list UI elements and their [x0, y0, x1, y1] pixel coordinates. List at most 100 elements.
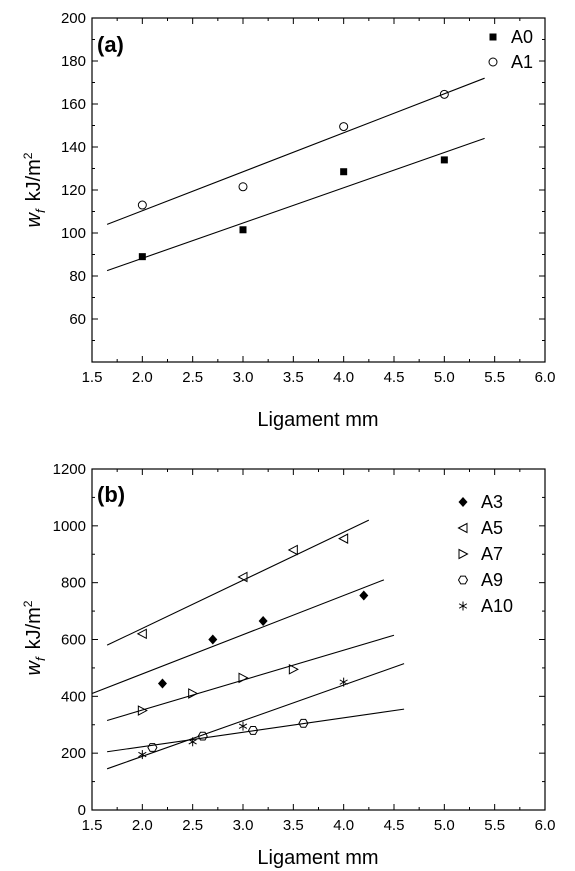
data-point-a0 [239, 226, 247, 234]
y-tick-label: 400 [61, 688, 86, 705]
data-point-a7 [137, 705, 148, 716]
data-point-a5 [338, 533, 349, 544]
legend-marker-a0 [489, 33, 497, 41]
data-points-a [137, 89, 449, 261]
plot-frame-a [91, 17, 546, 363]
y-axis-unit-b: kJ/m [23, 607, 45, 649]
data-point-a10 [238, 721, 248, 731]
y-tick-labels-a: 60 80 100 120 140 160 180 200 [61, 10, 86, 328]
legend-label-a3: A3 [481, 492, 503, 512]
x-tick-label: 2.5 [182, 817, 203, 834]
y-tick-label: 100 [61, 225, 86, 242]
data-point-a5 [237, 571, 248, 583]
data-point-a7 [288, 664, 299, 675]
fit-lines-a [106, 77, 485, 272]
legend-label-a5: A5 [481, 518, 503, 538]
fit-line-a9 [107, 708, 405, 753]
legend-item-a9: A9 [457, 570, 503, 590]
y-axis-unit-sup-b: 2 [21, 600, 35, 607]
y-axis-title-a: wf kJ/m2 [21, 152, 48, 227]
panel-label-a: (a) [97, 32, 124, 57]
fit-line-a7 [106, 634, 395, 722]
data-point-a1 [339, 122, 349, 132]
x-tick-label: 2.5 [182, 369, 203, 386]
x-tick-label: 1.5 [82, 817, 103, 834]
x-tick-label: 5.0 [434, 369, 455, 386]
x-tick-label: 4.0 [333, 369, 354, 386]
legend-item-a10: A10 [458, 596, 513, 616]
x-tick-label: 5.5 [484, 817, 505, 834]
legend-marker-a7 [458, 548, 469, 560]
legend-item-a7: A7 [458, 544, 503, 564]
legend-marker-a9 [457, 575, 469, 585]
legend-label-a10: A10 [481, 596, 513, 616]
y-tick-label: 120 [61, 182, 86, 199]
x-tick-label: 6.0 [535, 369, 556, 386]
y-axis-title-b: wf kJ/m2 [21, 600, 48, 675]
fit-line-a5 [106, 519, 370, 646]
x-tick-label: 4.0 [333, 817, 354, 834]
x-tick-label: 3.5 [283, 817, 304, 834]
x-tick-labels-a: 1.5 2.0 2.5 3.0 3.5 4.0 4.5 5.0 5.5 6.0 [82, 369, 556, 386]
data-points-b [136, 533, 369, 760]
data-point-a0 [138, 253, 146, 261]
y-tick-label: 160 [61, 96, 86, 113]
legend-marker-a10 [458, 601, 468, 611]
y-axis-subscript-a: f [33, 208, 48, 213]
legend-label-a0: A0 [511, 27, 533, 47]
x-tick-label: 5.0 [434, 817, 455, 834]
legend-marker-a1 [488, 57, 498, 67]
y-tick-label: 60 [69, 311, 86, 328]
fit-line-a3 [91, 579, 385, 695]
data-point-a5 [136, 628, 147, 640]
y-tick-label: 200 [61, 745, 86, 762]
data-point-a10 [188, 737, 197, 747]
legend-label-a7: A7 [481, 544, 503, 564]
fit-line-a10 [106, 663, 405, 770]
chart-panel-a: 1.5 2.0 2.5 3.0 3.5 4.0 4.5 5.0 5.5 6.0 60 80 100 12… [21, 10, 555, 431]
x-axis-title-b: Ligament mm [257, 847, 378, 869]
y-axis-subscript-b: f [33, 656, 48, 661]
data-point-a1 [238, 182, 248, 192]
y-axis-symbol-a: w [23, 211, 45, 227]
x-tick-label: 2.0 [132, 817, 153, 834]
y-tick-label: 180 [61, 53, 86, 70]
fit-line-a1 [106, 77, 485, 225]
legend-label-a1: A1 [511, 52, 533, 72]
data-point-a3 [359, 590, 369, 601]
data-point-a9 [247, 726, 259, 735]
legend-item-a5: A5 [457, 518, 503, 538]
y-tick-label: 0 [78, 802, 86, 819]
data-point-a0 [440, 156, 448, 164]
panel-label-b: (b) [97, 482, 125, 507]
x-tick-label: 4.5 [384, 817, 405, 834]
data-point-a7 [188, 688, 199, 699]
plot-frame-b [91, 468, 546, 811]
y-axis-symbol-b: w [23, 659, 45, 675]
y-tick-label: 140 [61, 139, 86, 156]
x-tick-label: 1.5 [82, 369, 103, 386]
y-tick-label: 1200 [53, 461, 86, 478]
legend-marker-a3 [458, 497, 468, 507]
y-tick-label: 80 [69, 268, 86, 285]
x-tick-labels-b: 1.5 2.0 2.5 3.0 3.5 4.0 4.5 5.0 5.5 6.0 [82, 817, 556, 834]
data-point-a3 [208, 634, 218, 645]
x-tick-label: 6.0 [535, 817, 556, 834]
data-point-a9 [147, 743, 158, 752]
y-tick-label: 200 [61, 10, 86, 27]
data-point-a10 [138, 750, 147, 760]
data-point-a0 [340, 168, 348, 176]
legend-item-a0: A0 [489, 27, 533, 47]
data-point-a9 [197, 731, 208, 741]
x-tick-label: 5.5 [484, 369, 505, 386]
y-axis-unit-a: kJ/m [23, 159, 45, 201]
data-point-a3 [258, 616, 268, 627]
x-tick-label: 3.0 [233, 369, 254, 386]
y-tick-labels-b: 0 200 400 600 800 1000 1200 [53, 461, 86, 819]
y-axis-unit-sup-a: 2 [21, 152, 35, 159]
x-tick-label: 4.5 [384, 369, 405, 386]
fit-lines-b [91, 519, 405, 770]
x-tick-label: 2.0 [132, 369, 153, 386]
